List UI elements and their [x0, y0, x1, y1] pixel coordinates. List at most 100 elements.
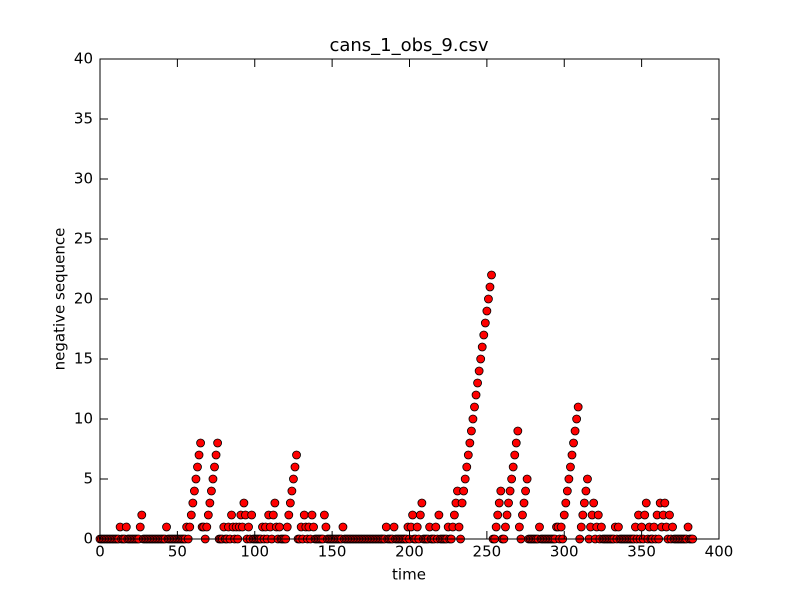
point — [589, 498, 599, 508]
point — [504, 498, 513, 508]
point — [522, 474, 532, 484]
point — [203, 510, 213, 520]
point — [474, 366, 484, 376]
point — [513, 426, 523, 436]
y-tick-label: 15 — [74, 350, 93, 368]
point — [193, 462, 202, 472]
point — [514, 522, 524, 532]
point — [137, 510, 147, 520]
point — [579, 498, 589, 508]
x-tick-label: 250 — [473, 543, 502, 561]
point — [578, 510, 588, 520]
y-tick-label: 25 — [74, 230, 93, 248]
point — [282, 522, 292, 532]
point — [581, 486, 591, 496]
point — [477, 342, 487, 352]
y-tick-label: 35 — [74, 110, 93, 128]
point — [567, 450, 577, 460]
y-tick-label: 10 — [74, 410, 93, 428]
point — [485, 282, 495, 292]
point — [473, 378, 482, 388]
point — [502, 510, 512, 520]
plot-frame — [99, 58, 720, 540]
point — [508, 462, 518, 472]
point — [207, 486, 216, 496]
point — [186, 510, 196, 520]
x-axis-label: time — [392, 566, 426, 584]
point — [460, 474, 470, 484]
point — [572, 414, 582, 424]
point — [569, 438, 578, 448]
point — [185, 522, 195, 532]
point — [381, 522, 391, 532]
point — [466, 426, 476, 436]
point — [135, 522, 145, 532]
point — [211, 450, 221, 460]
point — [247, 510, 257, 520]
point — [494, 498, 504, 508]
point — [484, 294, 493, 304]
x-tick-label: 150 — [318, 543, 347, 561]
point — [505, 486, 515, 496]
y-tick-label: 20 — [74, 290, 93, 308]
point — [496, 486, 506, 496]
point — [202, 522, 212, 532]
point — [482, 306, 492, 316]
point — [637, 522, 647, 532]
point — [268, 510, 278, 520]
point — [189, 486, 199, 496]
y-tick-label: 0 — [83, 530, 93, 548]
point — [213, 438, 223, 448]
point — [660, 498, 670, 508]
point — [491, 522, 501, 532]
point — [408, 510, 417, 520]
point — [562, 486, 572, 496]
point — [493, 510, 503, 520]
x-tick-label: 50 — [168, 543, 187, 561]
point — [596, 522, 606, 532]
x-tick-label: 300 — [550, 543, 579, 561]
point — [389, 522, 399, 532]
point — [194, 450, 204, 460]
point — [285, 498, 295, 508]
point — [208, 474, 218, 484]
point — [210, 462, 219, 472]
point — [468, 414, 478, 424]
point — [307, 510, 317, 520]
x-tick-label: 0 — [95, 543, 105, 561]
point — [518, 510, 527, 520]
point — [290, 462, 300, 472]
point — [479, 330, 489, 340]
point — [338, 522, 348, 532]
point — [431, 522, 441, 532]
point — [205, 498, 215, 508]
point — [535, 522, 544, 532]
point — [454, 522, 464, 532]
point — [309, 522, 318, 532]
point — [576, 522, 586, 532]
x-tick-label: 100 — [240, 543, 269, 561]
point — [412, 522, 422, 532]
point — [121, 522, 131, 532]
point — [449, 510, 459, 520]
point — [188, 498, 198, 508]
point — [292, 450, 301, 460]
point — [519, 498, 529, 508]
point — [511, 438, 521, 448]
point — [239, 498, 249, 508]
point — [287, 486, 297, 496]
point — [459, 486, 469, 496]
point — [275, 522, 284, 532]
point — [521, 486, 530, 496]
point — [564, 474, 574, 484]
y-axis-label: negative sequence — [51, 228, 69, 371]
point — [470, 402, 479, 412]
point — [593, 510, 603, 520]
point — [415, 510, 425, 520]
y-tick-label: 40 — [74, 50, 93, 68]
point — [683, 522, 693, 532]
point — [196, 438, 205, 448]
point — [476, 354, 486, 364]
